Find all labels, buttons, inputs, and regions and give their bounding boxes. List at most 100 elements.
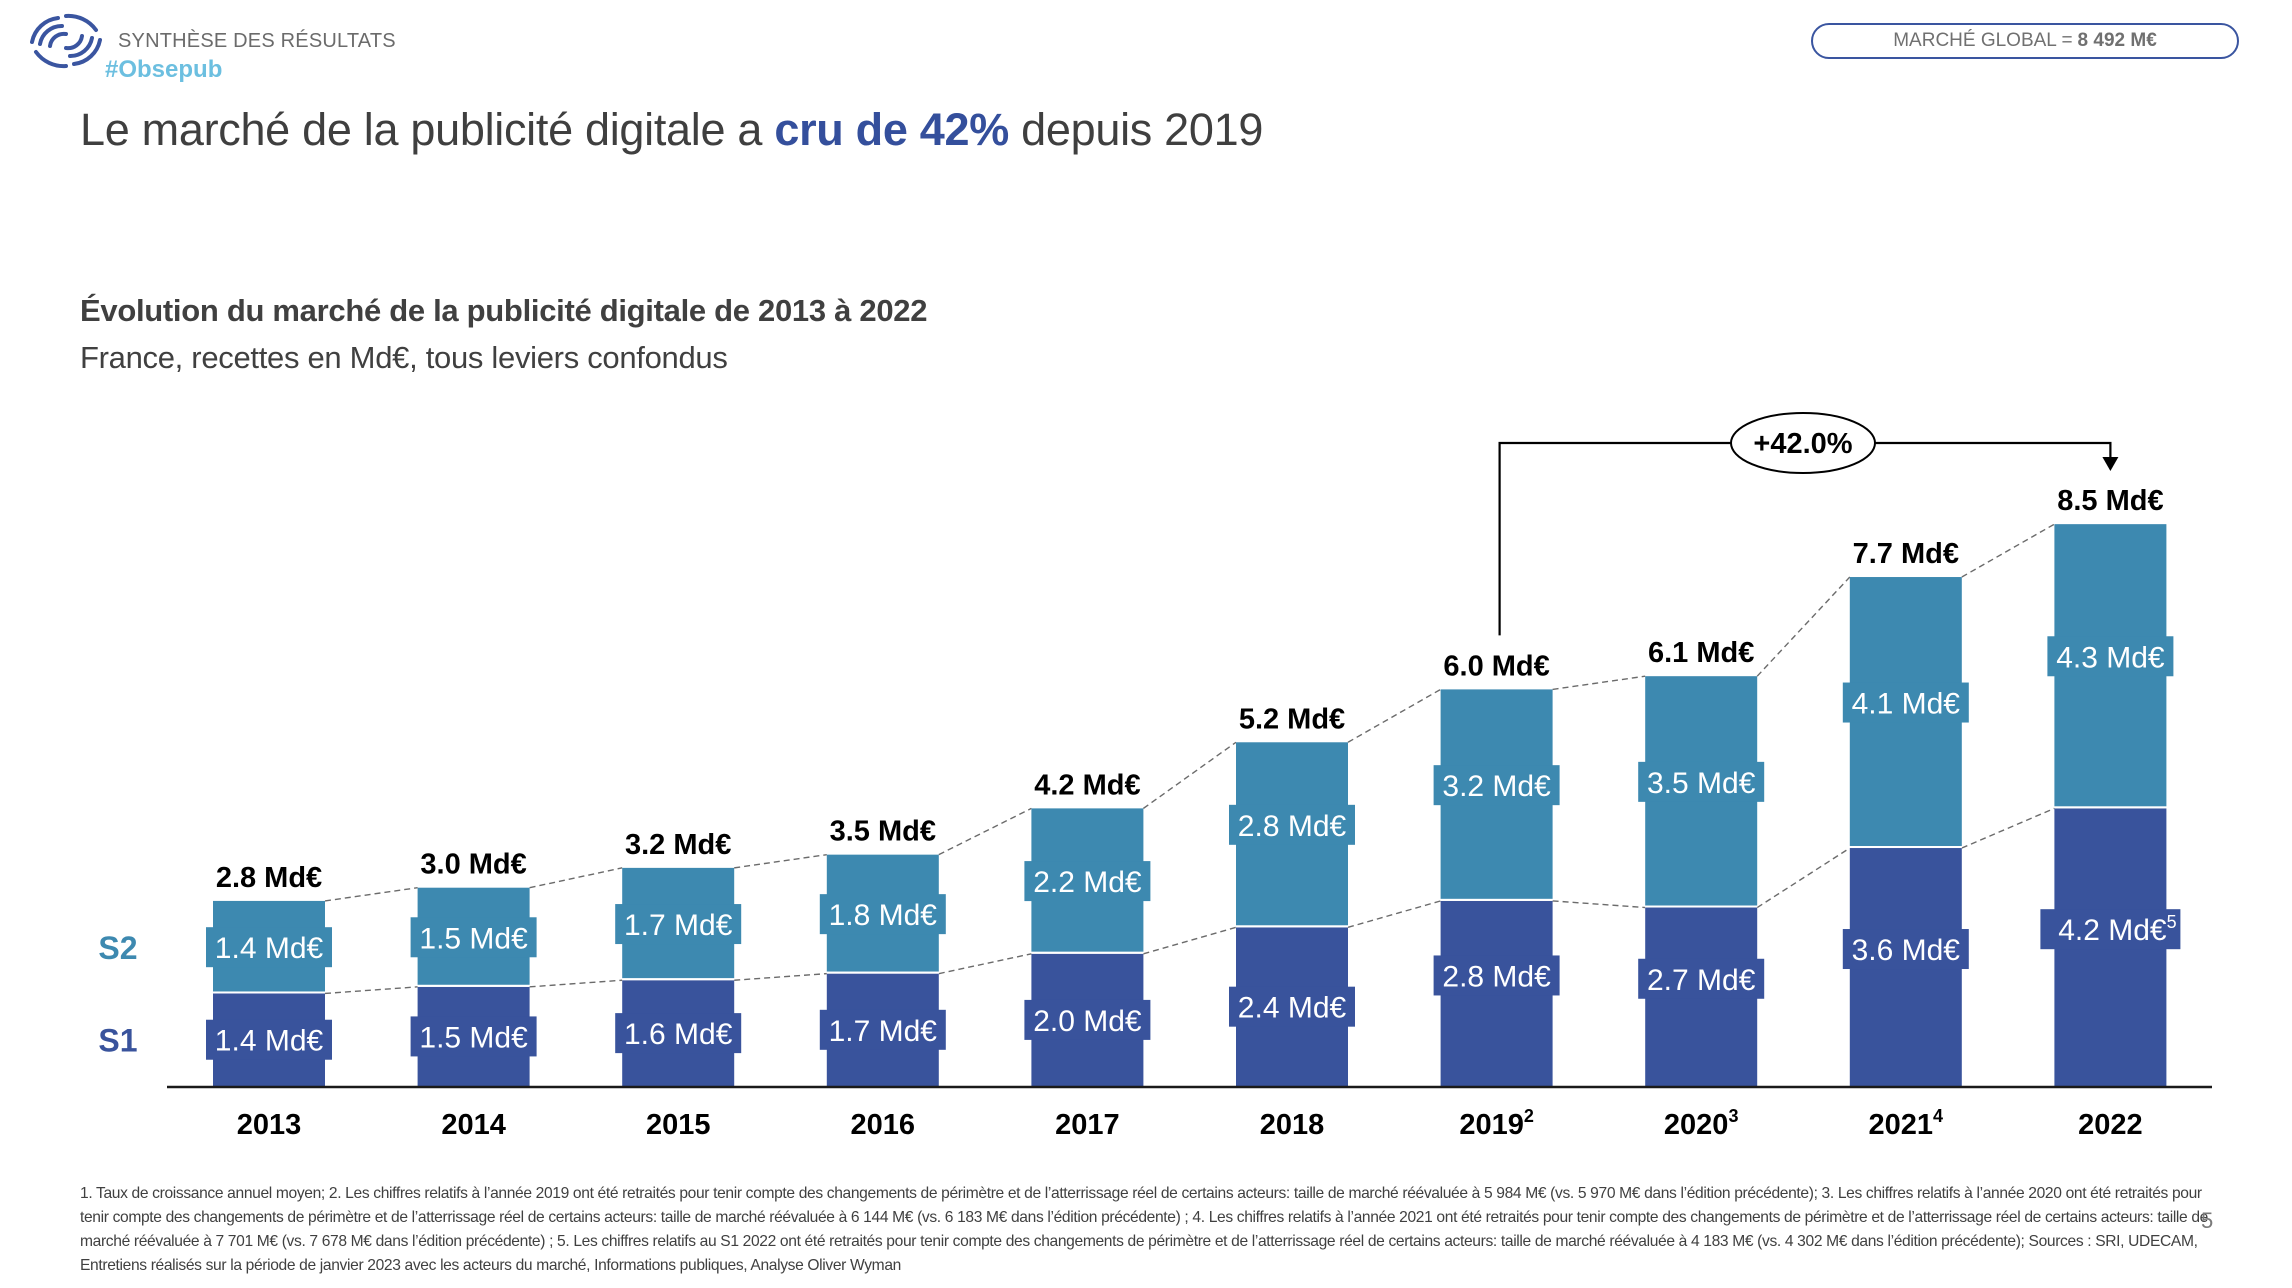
data-labels: 1.4 Md€ 1.4 Md€ 2.8 Md€ 1.5 Md€ 1.5 Md€ 3.0 M… bbox=[206, 485, 2181, 1060]
total-value-label: 6.1 Md€ bbox=[1648, 637, 1754, 669]
connector-total bbox=[1961, 523, 2055, 578]
segment-label-box bbox=[206, 927, 332, 968]
s2-value-label: 3.5 Md€ bbox=[1647, 767, 1756, 800]
s2-value-label: 1.5 Md€ bbox=[419, 922, 528, 955]
total-value-label: 3.2 Md€ bbox=[625, 829, 731, 861]
chart-subtitle: France, recettes en Md€, tous leviers co… bbox=[80, 340, 728, 375]
s1-value-label: 2.0 Md€ bbox=[1033, 1005, 1142, 1038]
s2-value-label: 4.3 Md€ bbox=[2056, 641, 2165, 674]
header-kicker: SYNTHÈSE DES RÉSULTATS bbox=[118, 30, 396, 52]
s2-value-label: 1.8 Md€ bbox=[829, 899, 938, 932]
segment-label-box bbox=[1842, 682, 1969, 723]
s1-value-label: 1.6 Md€ bbox=[624, 1018, 733, 1051]
total-value-label: 3.5 Md€ bbox=[830, 816, 936, 848]
segment-label-box bbox=[1229, 986, 1355, 1027]
segment-label-box bbox=[819, 894, 946, 935]
segment-label-box bbox=[1433, 955, 1560, 996]
segment-label-box bbox=[2040, 909, 2181, 950]
legend-s1: S1 bbox=[98, 1023, 137, 1059]
x-tick-2022: 2022 bbox=[2078, 1109, 2143, 1141]
segment-label-box bbox=[1433, 765, 1560, 806]
connector-s1 bbox=[1552, 900, 1646, 909]
segment-label-box bbox=[410, 1016, 537, 1057]
connector-total bbox=[1347, 688, 1441, 743]
segment-label-box bbox=[2047, 636, 2174, 677]
x-tick-2016: 2016 bbox=[851, 1109, 916, 1141]
s1-value-label: 2.7 Md€ bbox=[1647, 964, 1756, 997]
chart-title: Évolution du marché de la publicité digi… bbox=[80, 293, 928, 328]
s2-value-label: 3.2 Md€ bbox=[1442, 770, 1551, 803]
connector-s1 bbox=[938, 953, 1032, 975]
s2-value-label: 2.8 Md€ bbox=[1238, 810, 1347, 843]
segment-label-box bbox=[1229, 804, 1355, 845]
page-title: Le marché de la publicité digitale a cru… bbox=[80, 104, 1263, 156]
total-value-label: 7.7 Md€ bbox=[1853, 538, 1959, 570]
growth-label: +42.0% bbox=[1753, 428, 1852, 460]
header-hashtag: #Obsepub bbox=[105, 56, 223, 83]
total-value-label: 3.0 Md€ bbox=[420, 849, 526, 881]
connector-total bbox=[1552, 675, 1646, 691]
segment-label-box bbox=[615, 1013, 742, 1054]
s1-value-label: 2.8 Md€ bbox=[1442, 960, 1551, 993]
connector-s1 bbox=[529, 979, 623, 988]
connector-s1 bbox=[1756, 847, 1851, 909]
segment-label-box bbox=[1638, 958, 1765, 999]
bars bbox=[213, 524, 2167, 1086]
segment-label-box bbox=[1638, 761, 1765, 802]
s2-value-label: 1.7 Md€ bbox=[624, 909, 733, 942]
badge-value: 8 492 M€ bbox=[2077, 30, 2157, 51]
segment-label-box bbox=[1024, 999, 1151, 1040]
total-value-label: 8.5 Md€ bbox=[2057, 485, 2163, 517]
s1-value-label: 1.4 Md€ bbox=[215, 1025, 324, 1058]
s1-value-label: 1.5 Md€ bbox=[419, 1021, 528, 1054]
segment-label-box bbox=[410, 917, 537, 958]
total-value-label: 2.8 Md€ bbox=[216, 862, 322, 894]
legend-s2: S2 bbox=[98, 930, 137, 966]
growth-annotation: +42.0% bbox=[1498, 412, 2119, 636]
page-title-end: depuis 2019 bbox=[1008, 104, 1264, 155]
total-value-label: 5.2 Md€ bbox=[1239, 703, 1345, 735]
s1-value-label: 3.6 Md€ bbox=[1852, 934, 1961, 967]
footnotes: 1. Taux de croissance annuel moyen; 2. L… bbox=[80, 1185, 2208, 1274]
bracket-line-left bbox=[1498, 441, 1731, 636]
connector-total bbox=[324, 887, 418, 902]
arrow-down-icon bbox=[2102, 457, 2119, 471]
x-tick-2018: 2018 bbox=[1260, 1109, 1325, 1141]
page-title-start: Le marché de la publicité digitale a bbox=[80, 104, 775, 155]
connector-total bbox=[938, 807, 1032, 856]
connector-s1 bbox=[734, 972, 827, 981]
page-number: 5 bbox=[2201, 1208, 2214, 1233]
connector-total bbox=[1142, 741, 1237, 809]
legend: S2 S1 bbox=[98, 930, 137, 1059]
segment-label-box bbox=[615, 904, 742, 945]
bracket-line-right bbox=[1875, 441, 2112, 459]
connector-s1 bbox=[1143, 926, 1237, 955]
s1-value-label: 2.4 Md€ bbox=[1238, 992, 1347, 1025]
connector-s1 bbox=[1961, 807, 2055, 849]
stacked-bar-chart: 1.4 Md€ 1.4 Md€ 2.8 Md€ 1.5 Md€ 1.5 Md€ 3.0 M… bbox=[98, 412, 2212, 1141]
segment-label-box bbox=[206, 1019, 332, 1060]
global-market-badge: MARCHÉ GLOBAL = 8 492 M€ bbox=[1811, 23, 2239, 59]
obsepub-logo-icon bbox=[28, 12, 104, 70]
x-tick-2013: 2013 bbox=[237, 1109, 302, 1141]
s2-value-label: 4.1 Md€ bbox=[1852, 688, 1961, 721]
x-tick-2021: 20214 bbox=[1869, 1106, 1944, 1141]
x-tick-2015: 2015 bbox=[646, 1109, 711, 1141]
total-value-label: 6.0 Md€ bbox=[1443, 650, 1549, 682]
connector-s1 bbox=[1347, 900, 1441, 929]
x-tick-2020: 20203 bbox=[1664, 1106, 1739, 1141]
growth-badge-ellipse bbox=[1730, 412, 1876, 474]
x-tick-2019: 20192 bbox=[1459, 1106, 1534, 1141]
connector-total bbox=[1756, 576, 1851, 677]
segment-label-box bbox=[1842, 929, 1969, 970]
page-title-highlight: cru de 42% bbox=[774, 104, 1009, 155]
segment-label-box bbox=[819, 1009, 946, 1050]
x-tick-2014: 2014 bbox=[441, 1109, 506, 1141]
s2-value-label: 1.4 Md€ bbox=[215, 932, 324, 965]
segment-label-box bbox=[1024, 861, 1151, 902]
connector-total bbox=[734, 853, 827, 869]
total-value-label: 4.2 Md€ bbox=[1034, 769, 1140, 801]
x-tick-labels: 2013 2014 2015 2016 2017 2018 20192 20203 20214 2… bbox=[237, 1106, 2143, 1141]
x-tick-2017: 2017 bbox=[1055, 1109, 1120, 1141]
s2-value-label: 2.2 Md€ bbox=[1033, 866, 1142, 899]
